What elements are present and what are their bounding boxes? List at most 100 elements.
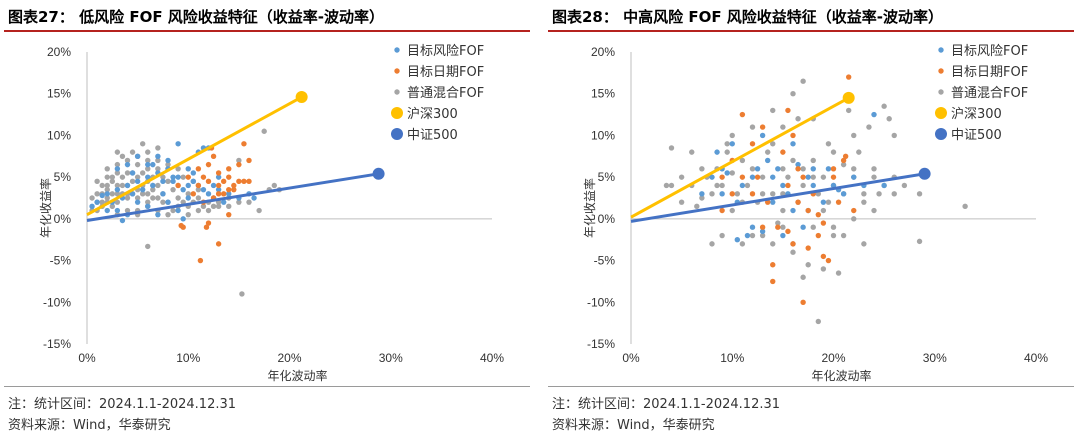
- data-point-mixed: [236, 157, 242, 164]
- data-point-mixed: [770, 107, 776, 114]
- data-point-mixed: [139, 170, 146, 176]
- data-point-target-risk: [759, 132, 766, 139]
- data-point-target-date: [749, 141, 756, 147]
- data-point-mixed: [175, 195, 181, 201]
- data-point-mixed: [861, 191, 867, 197]
- data-point-target-risk: [160, 178, 166, 185]
- data-point-mixed: [764, 149, 771, 155]
- data-point-mixed: [790, 91, 796, 97]
- data-point-mixed: [800, 274, 806, 280]
- y-tick-label: 20%: [591, 45, 615, 59]
- data-point-target-date: [203, 224, 210, 230]
- data-point-target-date: [185, 174, 191, 180]
- data-point-target-risk: [190, 170, 197, 176]
- y-tick-label: 10%: [47, 128, 71, 142]
- data-point-mixed: [104, 182, 110, 189]
- title-divider: [4, 30, 530, 32]
- data-point-target-risk: [215, 174, 222, 180]
- data-point-target-date: [246, 178, 252, 185]
- data-point-target-risk: [200, 186, 207, 193]
- legend-marker: [394, 89, 400, 95]
- y-tick-label: 5%: [598, 170, 616, 184]
- data-point-mixed: [724, 141, 730, 147]
- data-point-mixed: [840, 161, 847, 168]
- data-point-mixed: [261, 128, 267, 134]
- data-point-mixed: [759, 174, 766, 180]
- footer-divider: [548, 386, 1074, 387]
- data-point-mixed: [155, 182, 161, 189]
- data-point-target-date: [770, 262, 776, 268]
- data-point-target-date: [795, 166, 801, 172]
- data-point-mixed: [851, 132, 857, 139]
- data-point-target-risk: [734, 237, 741, 243]
- data-point-target-date: [729, 191, 735, 197]
- data-point-mixed: [830, 149, 837, 155]
- data-point-target-risk: [780, 182, 786, 189]
- data-point-mixed: [145, 243, 151, 250]
- legend-marker: [394, 47, 400, 53]
- data-point-mixed: [719, 232, 725, 239]
- data-point-target-risk: [104, 207, 110, 214]
- data-point-mixed: [678, 174, 685, 180]
- data-point-target-risk: [134, 178, 141, 185]
- data-point-mixed: [271, 182, 278, 189]
- data-point-target-date: [754, 174, 761, 180]
- data-point-mixed: [114, 161, 121, 168]
- legend-label: 目标风险FOF: [407, 44, 484, 59]
- scatter-chart-low-risk: -15% -10% -5% 0% 5% 10% 15% 20% 0% 10% 20% 30% 40% 年化…: [38, 44, 504, 382]
- data-point-target-date: [830, 174, 837, 180]
- data-point-mixed: [800, 78, 806, 84]
- data-point-target-risk: [99, 192, 105, 199]
- data-point-target-risk: [724, 170, 730, 176]
- figure-title: 图表28： 中高风险 FOF 风险收益特征（收益率-波动率）: [552, 8, 944, 26]
- data-point-mixed: [709, 241, 715, 247]
- data-point-mixed: [825, 199, 832, 205]
- data-point-target-date: [236, 161, 242, 168]
- y-tick-label: 15%: [591, 87, 615, 101]
- data-point-mixed: [689, 149, 695, 155]
- data-point-target-risk: [190, 178, 197, 185]
- data-point-target-risk: [744, 232, 751, 239]
- data-point-target-date: [205, 220, 212, 226]
- data-point-mixed: [840, 232, 847, 239]
- data-point-mixed: [775, 220, 781, 226]
- data-point-target-risk: [749, 224, 756, 230]
- data-point-target-date: [851, 207, 857, 214]
- x-tick-label: 10%: [720, 351, 744, 365]
- data-point-mixed: [780, 207, 786, 214]
- data-point-target-risk: [226, 191, 232, 197]
- data-point-mixed: [170, 207, 176, 214]
- data-point-mixed: [709, 191, 715, 197]
- data-point-target-date: [215, 182, 222, 189]
- data-point-target-risk: [114, 186, 121, 193]
- data-point-target-date: [246, 157, 252, 164]
- y-tick-label: -10%: [43, 295, 71, 309]
- data-point-target-risk: [89, 203, 95, 210]
- data-point-target-date: [236, 178, 242, 185]
- data-point-target-risk: [180, 186, 186, 193]
- data-point-mixed: [901, 182, 908, 189]
- data-point-mixed: [170, 186, 176, 193]
- data-point-target-risk: [770, 174, 776, 180]
- data-point-target-date: [226, 186, 232, 193]
- y-axis-title: 年化收益率: [38, 178, 53, 238]
- data-point-mixed: [160, 199, 166, 205]
- data-point-target-risk: [825, 166, 832, 172]
- data-point-target-date: [226, 211, 232, 218]
- y-tick-label: 15%: [47, 87, 71, 101]
- data-point-mixed: [815, 318, 822, 325]
- data-point-target-date: [175, 182, 181, 189]
- data-point-mixed: [256, 207, 262, 214]
- data-point-mixed: [155, 195, 161, 201]
- data-point-target-risk: [155, 153, 161, 159]
- legend-label: 目标日期FOF: [407, 65, 484, 80]
- data-point-mixed: [236, 199, 242, 205]
- data-point-target-risk: [165, 157, 171, 164]
- x-tick-label: 30%: [923, 351, 947, 365]
- data-point-mixed: [145, 149, 151, 155]
- data-point-target-date: [195, 166, 202, 172]
- data-point-target-date: [241, 141, 247, 147]
- legend-label: 目标日期FOF: [951, 65, 1028, 80]
- data-point-target-date: [215, 241, 222, 247]
- data-point-target-date: [190, 191, 197, 197]
